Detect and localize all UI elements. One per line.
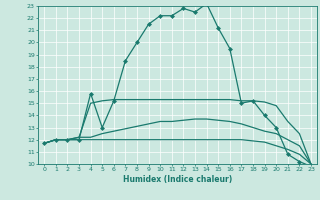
X-axis label: Humidex (Indice chaleur): Humidex (Indice chaleur) <box>123 175 232 184</box>
